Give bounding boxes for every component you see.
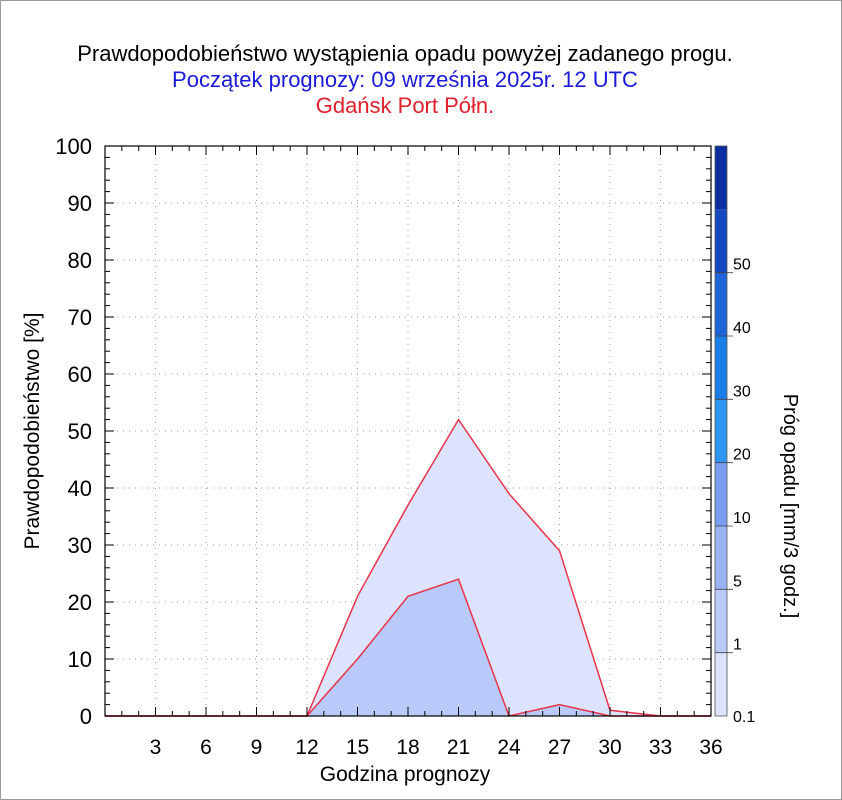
colorbar-border — [714, 145, 728, 717]
x-tick-label: 6 — [200, 736, 212, 759]
y-tick-label: 80 — [68, 248, 92, 273]
colorbar-segment — [715, 399, 727, 463]
station-name: Gdańsk Port Półn. — [315, 93, 495, 118]
x-tick-label: 27 — [548, 736, 571, 759]
x-tick-label: 33 — [649, 736, 672, 759]
colorbar-segment — [715, 526, 727, 590]
colorbar-segment — [715, 272, 727, 336]
x-axis-label: Godzina prognozy — [320, 763, 491, 786]
colorbar-segment — [715, 146, 727, 210]
y-axis-ticks: 0 10 20 30 40 50 60 70 80 90 100 — [55, 134, 711, 729]
x-tick-label: 3 — [150, 736, 162, 759]
x-tick-label: 12 — [295, 736, 318, 759]
colorbar-segment — [715, 336, 727, 400]
colorbar-segment — [715, 652, 727, 716]
colorbar-tick-label: 10 — [733, 510, 751, 527]
y-tick-label: 70 — [68, 305, 92, 330]
y-axis-label: Prawdopodobieństwo [%] — [21, 313, 44, 550]
x-tick-label: 30 — [598, 736, 621, 759]
chart-title: Prawdopodobieństwo wystąpienia opadu pow… — [77, 41, 733, 66]
threshold-colorbar: 0.1 1 5 10 20 30 40 50 — [714, 145, 755, 726]
colorbar-tick-label: 0.1 — [733, 709, 755, 726]
x-tick-label: 15 — [346, 736, 369, 759]
x-axis-ticks: 3 6 9 12 15 18 21 24 27 30 33 36 — [104, 146, 723, 759]
y-tick-label: 40 — [68, 476, 92, 501]
colorbar-tick-label: 5 — [733, 573, 742, 590]
colorbar-tick-label: 50 — [733, 257, 751, 274]
colorbar-tick-label: 40 — [733, 320, 751, 337]
colorbar-segment — [715, 462, 727, 526]
forecast-start-subtitle: Początek prognozy: 09 września 2025r. 12… — [172, 67, 638, 92]
x-tick-label: 9 — [251, 736, 263, 759]
x-tick-label: 21 — [447, 736, 470, 759]
area-threshold-1 — [105, 579, 711, 716]
y-tick-label: 60 — [68, 362, 92, 387]
y-tick-label: 90 — [68, 191, 92, 216]
x-tick-label: 18 — [396, 736, 419, 759]
y-tick-label: 50 — [68, 419, 92, 444]
area-threshold-0-1 — [105, 419, 711, 716]
colorbar-tick-label: 20 — [733, 447, 751, 464]
y-tick-label: 30 — [68, 533, 92, 558]
colorbar-segment — [715, 589, 727, 653]
x-tick-label: 36 — [699, 736, 722, 759]
colorbar-segment — [715, 209, 727, 273]
y-tick-label: 20 — [68, 590, 92, 615]
y-tick-label: 0 — [80, 704, 92, 729]
x-tick-label: 24 — [497, 736, 521, 759]
y-tick-label: 100 — [55, 134, 92, 159]
y-tick-label: 10 — [68, 647, 92, 672]
colorbar-tick-label: 1 — [733, 637, 742, 654]
colorbar-tick-label: 30 — [733, 383, 751, 400]
colorbar-label: Próg opadu [mm/3 godz.] — [779, 394, 801, 619]
